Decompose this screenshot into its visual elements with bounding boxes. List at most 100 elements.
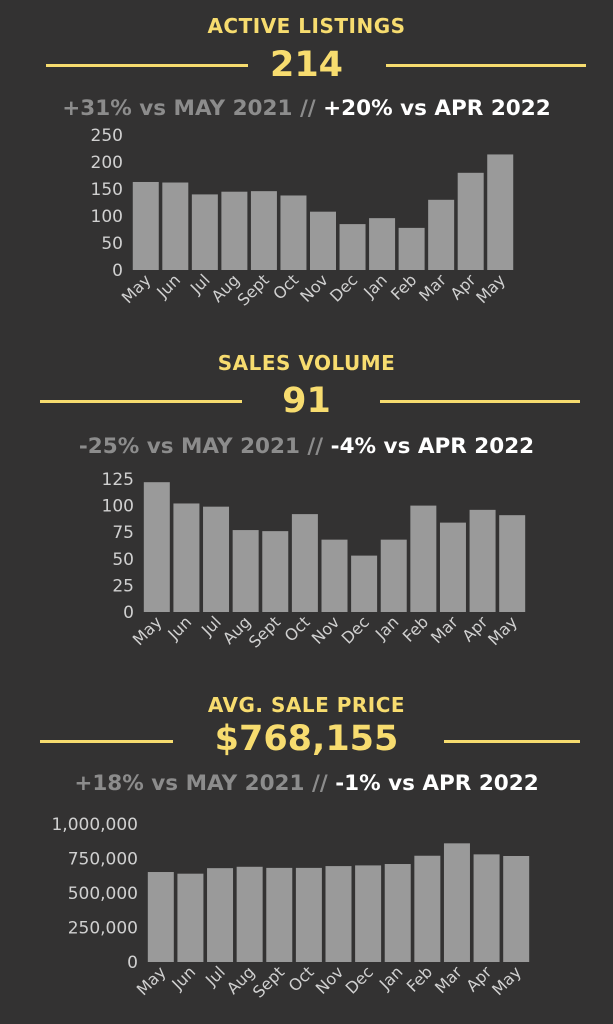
x-tick-label: May [118, 270, 155, 307]
x-tick-label: May [484, 612, 521, 649]
y-tick-label: 250 [91, 126, 123, 146]
headline-value: 91 [282, 381, 331, 421]
bar [469, 509, 496, 612]
y-tick-label: 75 [112, 523, 134, 543]
x-tick-label: Oct [269, 270, 302, 303]
x-tick-label: Apr [447, 270, 480, 303]
y-tick-label: 100 [102, 497, 134, 517]
comparison-line: +31% vs MAY 2021 // +20% vs APR 2022 [0, 96, 613, 121]
y-tick-label: 500,000 [68, 884, 138, 904]
x-tick-label: Nov [296, 270, 332, 306]
x-tick-label: Dec [342, 962, 377, 997]
y-tick-label: 750,000 [68, 850, 138, 870]
section-title: AVG. SALE PRICE [207, 693, 406, 717]
x-tick-label: Jan [371, 612, 403, 644]
x-tick-label: Dec [326, 270, 361, 305]
comparison-line: -25% vs MAY 2021 // -4% vs APR 2022 [0, 434, 613, 459]
x-tick-label: Sept [234, 270, 273, 309]
bar [191, 194, 218, 270]
y-tick-label: 200 [91, 153, 123, 173]
bar [443, 843, 470, 962]
divider-left [40, 740, 173, 743]
x-tick-label: Mar [415, 270, 450, 305]
bar [221, 191, 248, 270]
bar [439, 522, 466, 612]
divider-right [380, 400, 580, 403]
bar [147, 872, 174, 962]
x-tick-label: Apr [462, 962, 495, 995]
y-tick-label: 250,000 [68, 919, 138, 939]
x-tick-label: Feb [387, 270, 420, 303]
y-tick-label: 50 [101, 234, 123, 254]
bar [203, 506, 230, 612]
bar [487, 154, 514, 270]
bar [173, 503, 200, 612]
x-tick-label: May [129, 612, 166, 649]
bar [499, 515, 526, 612]
x-tick-label: Jun [152, 270, 184, 302]
bar [414, 855, 441, 962]
bar [369, 218, 396, 270]
headline-value: $768,155 [214, 719, 399, 759]
y-tick-label: 150 [91, 180, 123, 200]
bar [503, 855, 530, 962]
x-tick-label: Jun [163, 612, 195, 644]
y-tick-label: 125 [102, 470, 134, 490]
bar [473, 854, 500, 962]
bar [266, 867, 293, 962]
x-tick-label: Sept [245, 612, 284, 651]
bar [384, 864, 411, 962]
x-tick-label: Mar [427, 612, 462, 647]
x-tick-label: Mar [431, 962, 466, 997]
compare-separator: // [307, 434, 324, 459]
bar [236, 866, 263, 962]
compare-separator: // [299, 96, 316, 121]
bar [321, 539, 348, 612]
x-tick-label: May [133, 962, 170, 999]
bar [351, 555, 378, 612]
compare-year: -25% vs MAY 2021 [78, 434, 300, 459]
section-title: SALES VOLUME [217, 351, 396, 375]
bar [262, 531, 289, 612]
headline-value: 214 [269, 45, 344, 85]
bar [310, 211, 336, 270]
x-tick-label: Apr [458, 612, 491, 645]
y-tick-label: 50 [112, 550, 134, 570]
bar [132, 181, 159, 270]
divider-right [386, 64, 586, 67]
divider-left [46, 64, 248, 67]
x-tick-label: Feb [399, 612, 432, 645]
bar [339, 224, 366, 270]
x-tick-label: May [488, 962, 525, 999]
x-tick-label: Sept [249, 962, 288, 1001]
x-tick-label: Feb [403, 962, 436, 995]
x-tick-label: Oct [281, 612, 314, 645]
bar [232, 530, 259, 612]
x-tick-label: Dec [338, 612, 373, 647]
x-tick-label: Jan [359, 270, 391, 302]
divider-right [444, 740, 580, 743]
bar [380, 539, 407, 612]
compare-year: +31% vs MAY 2021 [62, 96, 293, 121]
bar [398, 227, 425, 270]
bar [207, 868, 234, 962]
y-tick-label: 1,000,000 [51, 815, 138, 835]
compare-month: -4% vs APR 2022 [330, 434, 535, 459]
x-tick-label: Jun [167, 962, 199, 994]
bar [280, 195, 307, 270]
compare-month: -1% vs APR 2022 [335, 771, 539, 796]
comparison-line: +18% vs MAY 2021 // -1% vs APR 2022 [0, 771, 613, 796]
divider-left [40, 400, 242, 403]
y-tick-label: 0 [123, 603, 134, 623]
compare-month: +20% vs APR 2022 [323, 96, 551, 121]
bar [143, 482, 170, 612]
y-tick-label: 0 [127, 953, 138, 973]
x-tick-label: May [472, 270, 509, 307]
x-tick-label: Nov [312, 962, 348, 998]
bar [162, 182, 189, 270]
bar [355, 865, 382, 962]
